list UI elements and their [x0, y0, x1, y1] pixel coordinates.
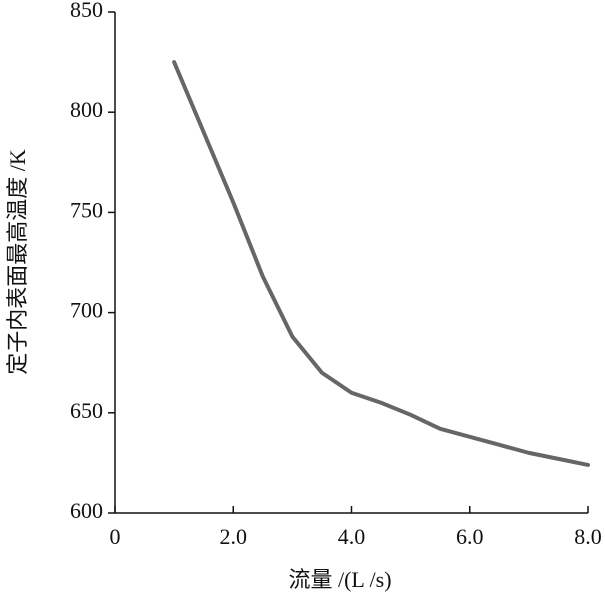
y-tick-label: 650	[70, 398, 103, 423]
x-tick-label: 4.0	[338, 524, 366, 549]
y-axis-label: 定子内表面最高温度 /K	[5, 149, 30, 375]
x-tick-label: 6.0	[456, 524, 484, 549]
x-axis-label: 流量 /(L /s)	[288, 567, 391, 592]
x-tick-label: 8.0	[574, 524, 602, 549]
y-tick-label: 750	[70, 197, 103, 222]
y-tick-label: 700	[70, 298, 103, 323]
y-tick-label: 600	[70, 498, 103, 523]
x-tick-label: 2.0	[220, 524, 248, 549]
y-tick-label: 800	[70, 97, 103, 122]
x-tick-label: 0	[110, 524, 121, 549]
data-line	[172, 60, 590, 467]
y-tick-label: 850	[70, 0, 103, 22]
